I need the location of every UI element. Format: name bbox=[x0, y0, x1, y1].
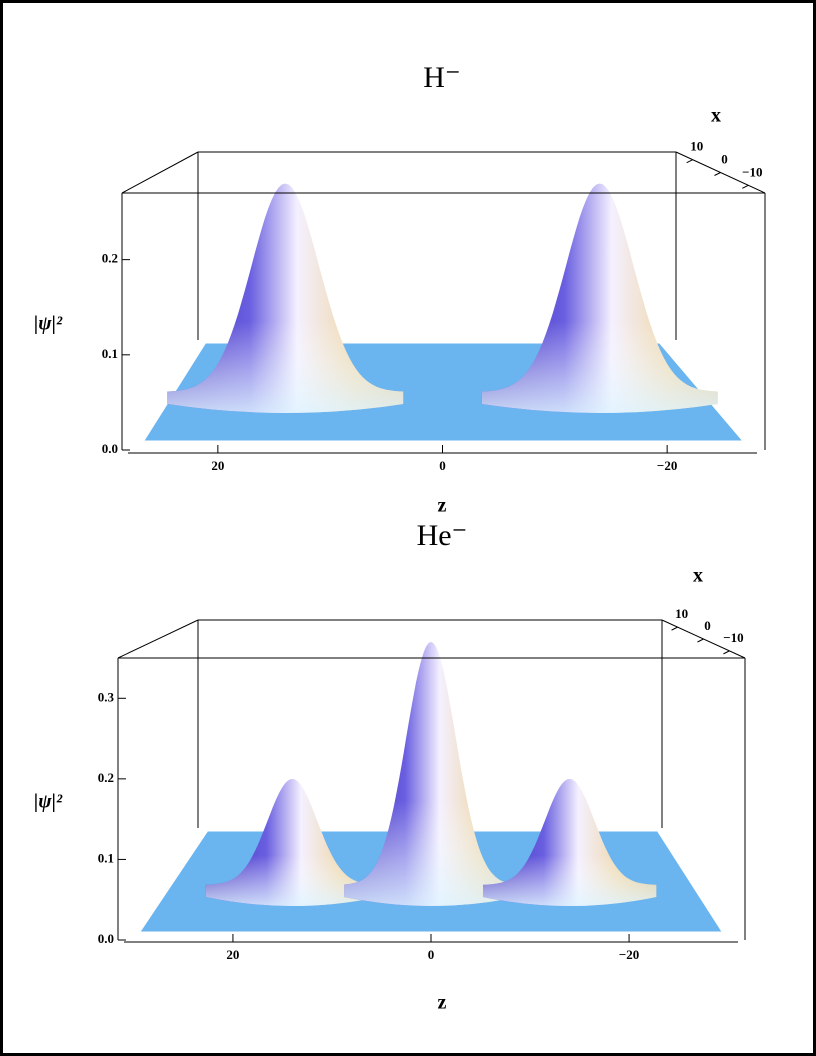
z-tick-label: 0 bbox=[439, 458, 446, 473]
x-tick bbox=[742, 184, 749, 189]
y-tick-label: 0.3 bbox=[98, 689, 115, 704]
y-tick-label: 0.1 bbox=[102, 346, 118, 361]
x-tick bbox=[714, 172, 721, 176]
x-tick bbox=[697, 638, 704, 643]
x-axis-label: x bbox=[693, 565, 703, 587]
value-axis-label: |ψ|² bbox=[34, 313, 63, 335]
x-tick bbox=[671, 626, 678, 631]
x-tick bbox=[686, 159, 693, 164]
x-tick bbox=[723, 650, 730, 655]
peak-shade bbox=[205, 778, 380, 906]
z-axis-label: z bbox=[438, 495, 447, 517]
x-tick-label: 10 bbox=[675, 606, 688, 621]
x-tick-label: −10 bbox=[742, 164, 762, 179]
peak-shade bbox=[167, 183, 404, 413]
x-tick-label: −10 bbox=[723, 630, 743, 645]
z-tick-label: −20 bbox=[619, 947, 639, 962]
y-tick-label: 0.1 bbox=[98, 850, 114, 865]
z-axis-label: z bbox=[438, 992, 447, 1014]
y-tick-label: 0.2 bbox=[98, 770, 114, 785]
x-tick-label: 10 bbox=[690, 139, 703, 154]
box-edge bbox=[117, 619, 199, 659]
peak-shade bbox=[481, 183, 718, 413]
peak-shade bbox=[344, 641, 518, 906]
z-tick-label: 0 bbox=[428, 947, 435, 962]
z-tick-label: 20 bbox=[226, 947, 239, 962]
x-axis-label: x bbox=[711, 105, 721, 127]
chart-title: He⁻ bbox=[417, 519, 468, 552]
chart-title: H⁻ bbox=[423, 61, 461, 94]
y-tick-label: 0.2 bbox=[102, 251, 118, 266]
box-edge bbox=[121, 151, 199, 194]
z-tick-label: 20 bbox=[211, 458, 224, 473]
z-tick-label: −20 bbox=[657, 458, 677, 473]
x-tick-label: 0 bbox=[721, 151, 728, 166]
y-tick-label: 0.0 bbox=[98, 931, 114, 946]
y-tick-label: 0.0 bbox=[102, 441, 118, 456]
peak-shade bbox=[482, 778, 657, 906]
value-axis-label: |ψ|² bbox=[34, 791, 63, 813]
x-tick-label: 0 bbox=[704, 618, 711, 633]
